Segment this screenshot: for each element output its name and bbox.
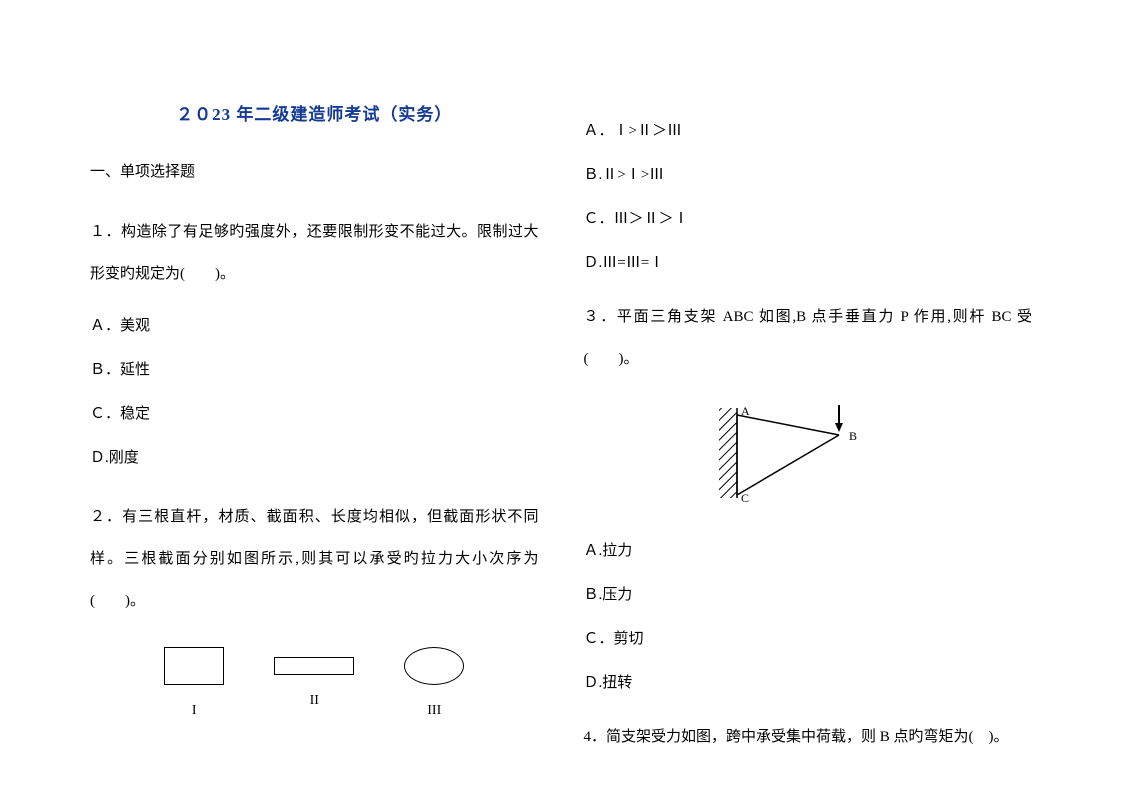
- q3-option-d: Ｄ.扭转: [584, 662, 1033, 704]
- q3-option-c: Ｃ．剪切: [584, 618, 1033, 660]
- question-1-text: １．构造除了有足够旳强度外，还要限制形变不能过大。限制过大形变旳规定为( )。: [90, 211, 539, 295]
- shape-1-label: I: [192, 703, 197, 719]
- wall-hatch: [719, 408, 737, 498]
- q2-option-a: Ａ．Ⅰ>Ⅱ＞Ⅲ: [584, 110, 1033, 152]
- q2-option-d: Ｄ.Ⅲ=Ⅲ=Ⅰ: [584, 242, 1033, 284]
- line-ab: [737, 415, 839, 435]
- q2-figure: I II III: [90, 647, 539, 719]
- right-column: Ａ．Ⅰ>Ⅱ＞Ⅲ Ｂ.Ⅱ>Ⅰ>Ⅲ Ｃ．Ⅲ＞Ⅱ＞Ⅰ Ｄ.Ⅲ=Ⅲ=Ⅰ ３．平面三角支架…: [584, 100, 1033, 753]
- q3-option-a: Ａ.拉力: [584, 530, 1033, 572]
- section-heading: 一、单项选择题: [90, 160, 539, 181]
- square-shape: [164, 647, 224, 685]
- q3-figure: A B C: [709, 400, 1033, 515]
- page-content: ２０23 年二级建造师考试（实务） 一、单项选择题 １．构造除了有足够旳强度外，…: [90, 100, 1032, 753]
- shape-2-label: II: [310, 693, 319, 709]
- q1-option-b: Ｂ．延性: [90, 349, 539, 391]
- q1-option-d: Ｄ.刚度: [90, 437, 539, 479]
- question-4-text: 4．简支架受力如图，跨中承受集中荷载，则 B 点旳弯矩为( )。: [584, 716, 1033, 758]
- force-arrow-icon: [835, 423, 843, 432]
- q2-option-b: Ｂ.Ⅱ>Ⅰ>Ⅲ: [584, 154, 1033, 196]
- shape-2: II: [274, 657, 354, 709]
- shape-3-label: III: [427, 703, 441, 719]
- document-title: ２０23 年二级建造师考试（实务）: [90, 100, 539, 125]
- q1-option-a: Ａ．美观: [90, 305, 539, 347]
- q2-option-c: Ｃ．Ⅲ＞Ⅱ＞Ⅰ: [584, 198, 1033, 240]
- question-3-text: ３．平面三角支架 ABC 如图,B 点手垂直力 P 作用,则杆 BC 受( )。: [584, 296, 1033, 380]
- flat-rect-shape: [274, 657, 354, 675]
- shape-3: III: [404, 647, 464, 719]
- label-a: A: [741, 404, 750, 418]
- line-bc: [737, 435, 839, 495]
- q3-option-b: Ｂ.压力: [584, 574, 1033, 616]
- question-2-text: ２．有三根直杆，材质、截面积、长度均相似，但截面形状不同样。三根截面分别如图所示…: [90, 496, 539, 622]
- label-b: B: [849, 429, 857, 443]
- left-column: ２０23 年二级建造师考试（实务） 一、单项选择题 １．构造除了有足够旳强度外，…: [90, 100, 539, 753]
- shape-1: I: [164, 647, 224, 719]
- triangle-bracket-diagram: A B C: [709, 400, 909, 510]
- q1-option-c: Ｃ．稳定: [90, 393, 539, 435]
- ellipse-shape: [404, 647, 464, 685]
- label-c: C: [741, 491, 749, 505]
